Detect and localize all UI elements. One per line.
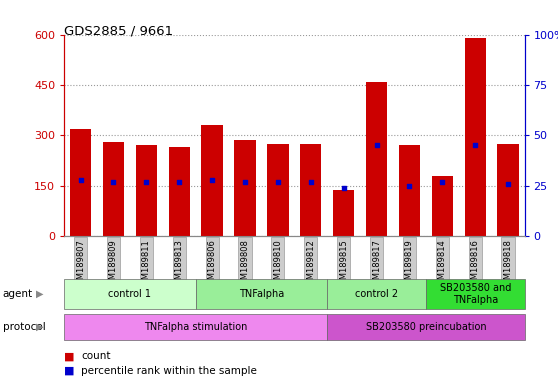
Text: TNFalpha stimulation: TNFalpha stimulation: [144, 322, 247, 332]
Point: [504, 181, 513, 187]
Point: [142, 179, 151, 185]
Point: [405, 183, 414, 189]
Bar: [432, 176, 453, 236]
Point: [306, 179, 315, 185]
Text: protocol: protocol: [3, 322, 46, 332]
Point: [438, 179, 447, 185]
Bar: [103, 142, 124, 236]
Point: [76, 177, 85, 183]
Bar: [70, 129, 92, 236]
Point: [175, 179, 184, 185]
Point: [339, 185, 348, 191]
Bar: [497, 144, 519, 236]
Bar: [267, 144, 288, 236]
Text: ▶: ▶: [36, 322, 44, 332]
Text: TNFalpha: TNFalpha: [239, 289, 284, 299]
Bar: [201, 125, 223, 236]
Text: GDS2885 / 9661: GDS2885 / 9661: [64, 25, 174, 38]
Bar: [464, 38, 486, 236]
Point: [208, 177, 217, 183]
Text: SB203580 and
TNFalpha: SB203580 and TNFalpha: [440, 283, 511, 305]
Bar: [136, 146, 157, 236]
Bar: [169, 147, 190, 236]
Bar: [399, 146, 420, 236]
Text: agent: agent: [3, 289, 33, 299]
Point: [471, 142, 480, 149]
Text: control 2: control 2: [355, 289, 398, 299]
Text: control 1: control 1: [108, 289, 151, 299]
Text: ■: ■: [64, 351, 75, 361]
Bar: [366, 82, 387, 236]
Bar: [300, 144, 321, 236]
Bar: [333, 190, 354, 236]
Text: SB203580 preincubation: SB203580 preincubation: [365, 322, 486, 332]
Point: [240, 179, 249, 185]
Text: ▶: ▶: [36, 289, 44, 299]
Text: count: count: [81, 351, 110, 361]
Point: [109, 179, 118, 185]
Point: [372, 142, 381, 149]
Point: [273, 179, 282, 185]
Text: percentile rank within the sample: percentile rank within the sample: [81, 366, 257, 376]
Text: ■: ■: [64, 366, 75, 376]
Bar: [234, 141, 256, 236]
